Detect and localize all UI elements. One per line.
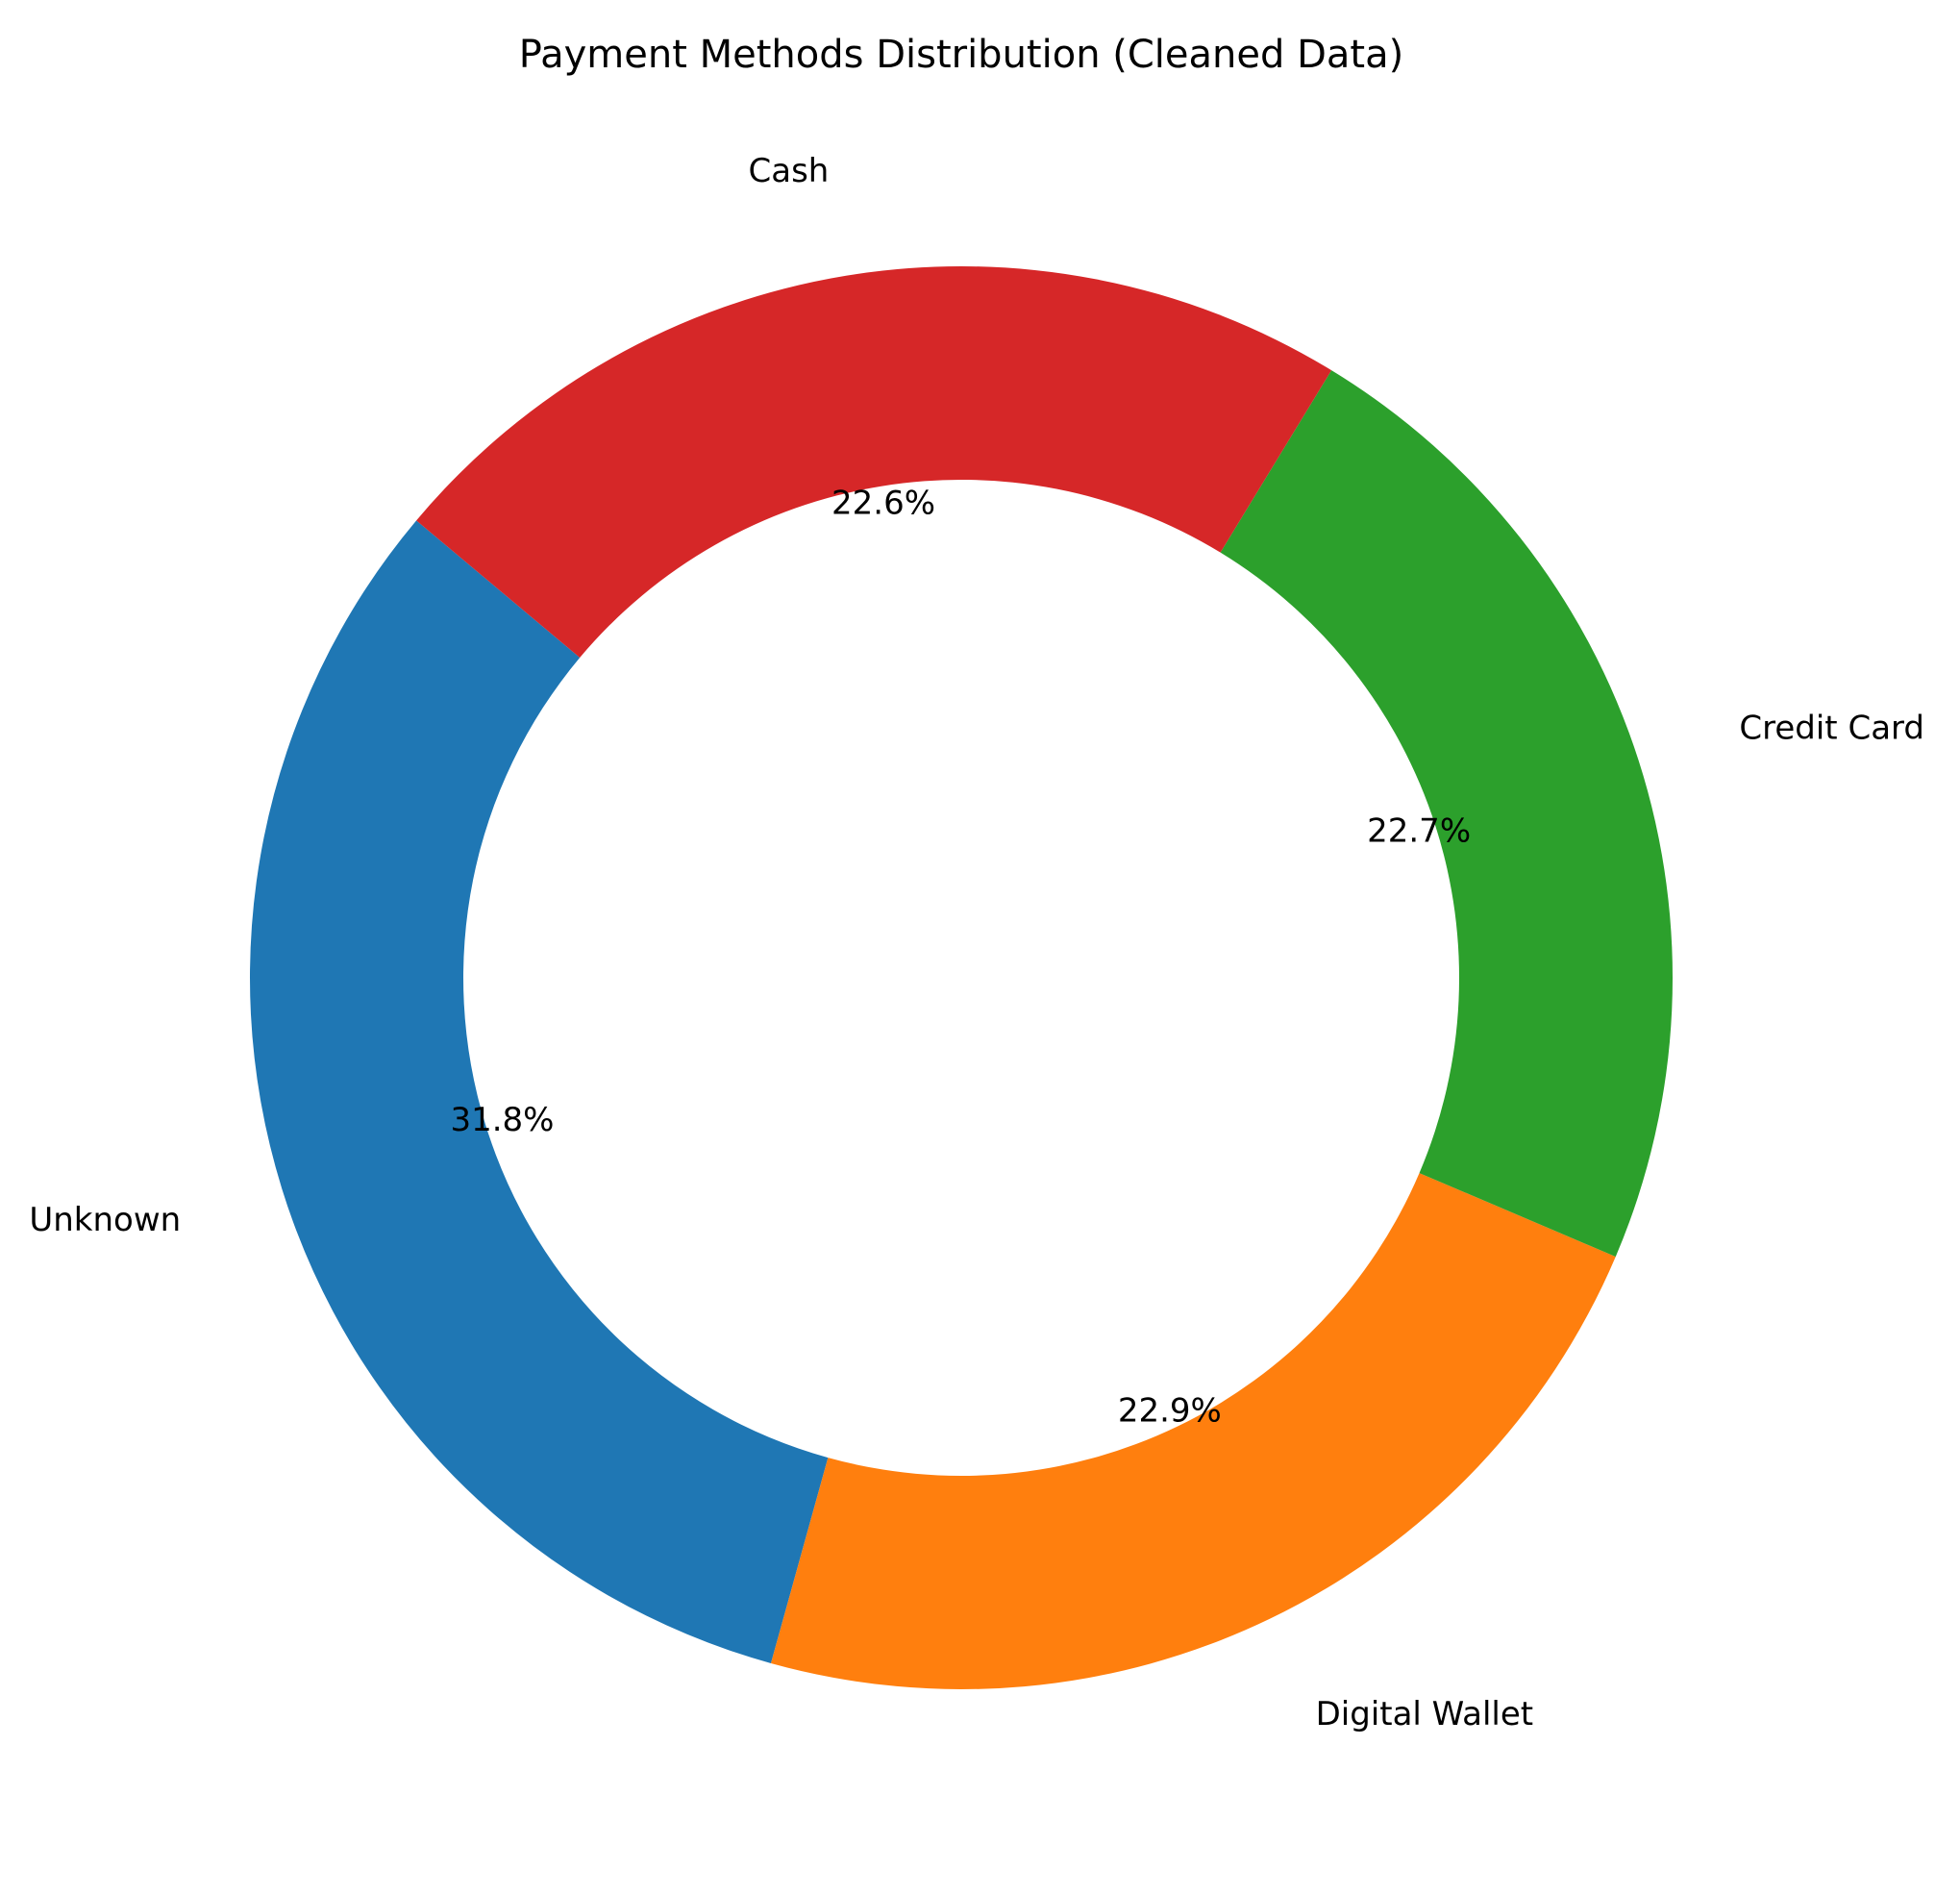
pct-label-cash: 22.6% bbox=[831, 485, 935, 523]
pct-label-credit-card: 22.7% bbox=[1367, 811, 1471, 850]
slice-label-credit-card: Credit Card bbox=[1739, 709, 1924, 747]
pct-label-digital-wallet: 22.9% bbox=[1118, 1392, 1222, 1431]
slice-label-unknown: Unknown bbox=[29, 1201, 181, 1239]
slices-group bbox=[250, 266, 1673, 1689]
slice-unknown bbox=[250, 520, 829, 1664]
labels-group: Unknown 31.8% Digital Wallet 22.9% Credit Ca… bbox=[29, 152, 1924, 1733]
slice-label-digital-wallet: Digital Wallet bbox=[1316, 1695, 1534, 1733]
slice-digital-wallet bbox=[770, 1173, 1616, 1689]
slice-label-cash: Cash bbox=[749, 152, 830, 190]
slice-cash bbox=[416, 266, 1332, 659]
pct-label-unknown: 31.8% bbox=[450, 1101, 554, 1139]
slice-credit-card bbox=[1220, 370, 1673, 1258]
chart-title: Payment Methods Distribution (Cleaned Da… bbox=[519, 33, 1403, 77]
